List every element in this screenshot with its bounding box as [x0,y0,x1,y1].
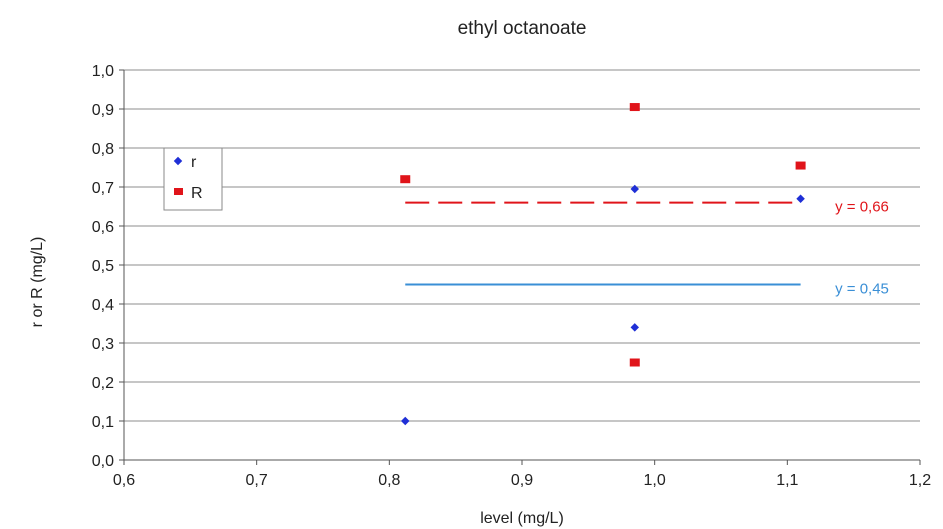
x-tick-label: 0,9 [511,472,533,489]
y-tick-label: 0,2 [92,375,114,392]
x-tick-label: 0,6 [113,472,135,489]
point-R [629,103,640,112]
y-tick-label: 0,5 [92,258,114,275]
y-tick-labels: 0,0 0,1 0,2 0,3 0,4 0,5 0,6 0,7 0,8 0,9 1,0 [92,63,114,470]
axes [119,69,921,465]
y-tick-label: 0,0 [92,453,114,470]
chart-title: ethyl octanoate [458,18,587,39]
y-tick-label: 1,0 [92,63,114,80]
y-tick-label: 0,6 [92,219,114,236]
legend-label-R: R [191,185,203,202]
legend-marker-R [174,188,183,195]
y-tick-label: 0,1 [92,414,114,431]
legend-marker-r [173,156,183,166]
x-axis-label: level (mg/L) [480,510,564,527]
reference-line-label: y = 0,66 [835,199,889,216]
point-r [630,323,640,332]
legend-label-r: r [191,154,197,171]
point-r [401,416,410,426]
x-tick-label: 1,1 [776,472,798,489]
point-R [629,358,640,367]
y-tick-label: 0,3 [92,336,114,353]
y-tick-label: 0,7 [92,180,114,197]
data-points [400,103,806,426]
gridlines [124,69,920,422]
reference-line-label: y = 0,45 [835,281,889,298]
reference-lines: y = 0,66 y = 0,45 [405,199,889,298]
x-tick-label: 1,0 [644,472,666,489]
legend-box [163,147,223,211]
x-tick-labels: 0,6 0,7 0,8 0,9 1,0 1,1 1,2 [113,472,931,489]
point-R [795,161,806,170]
point-r [796,194,805,203]
x-tick-label: 1,2 [909,472,931,489]
legend: r R [163,147,223,211]
point-r [630,184,640,194]
x-tick-label: 0,7 [246,472,268,489]
y-tick-label: 0,9 [92,102,114,119]
y-tick-label: 0,8 [92,141,114,158]
y-axis-label: r or R (mg/L) [29,237,46,328]
y-tick-label: 0,4 [92,297,114,314]
x-tick-label: 0,8 [378,472,400,489]
point-R [400,175,411,184]
